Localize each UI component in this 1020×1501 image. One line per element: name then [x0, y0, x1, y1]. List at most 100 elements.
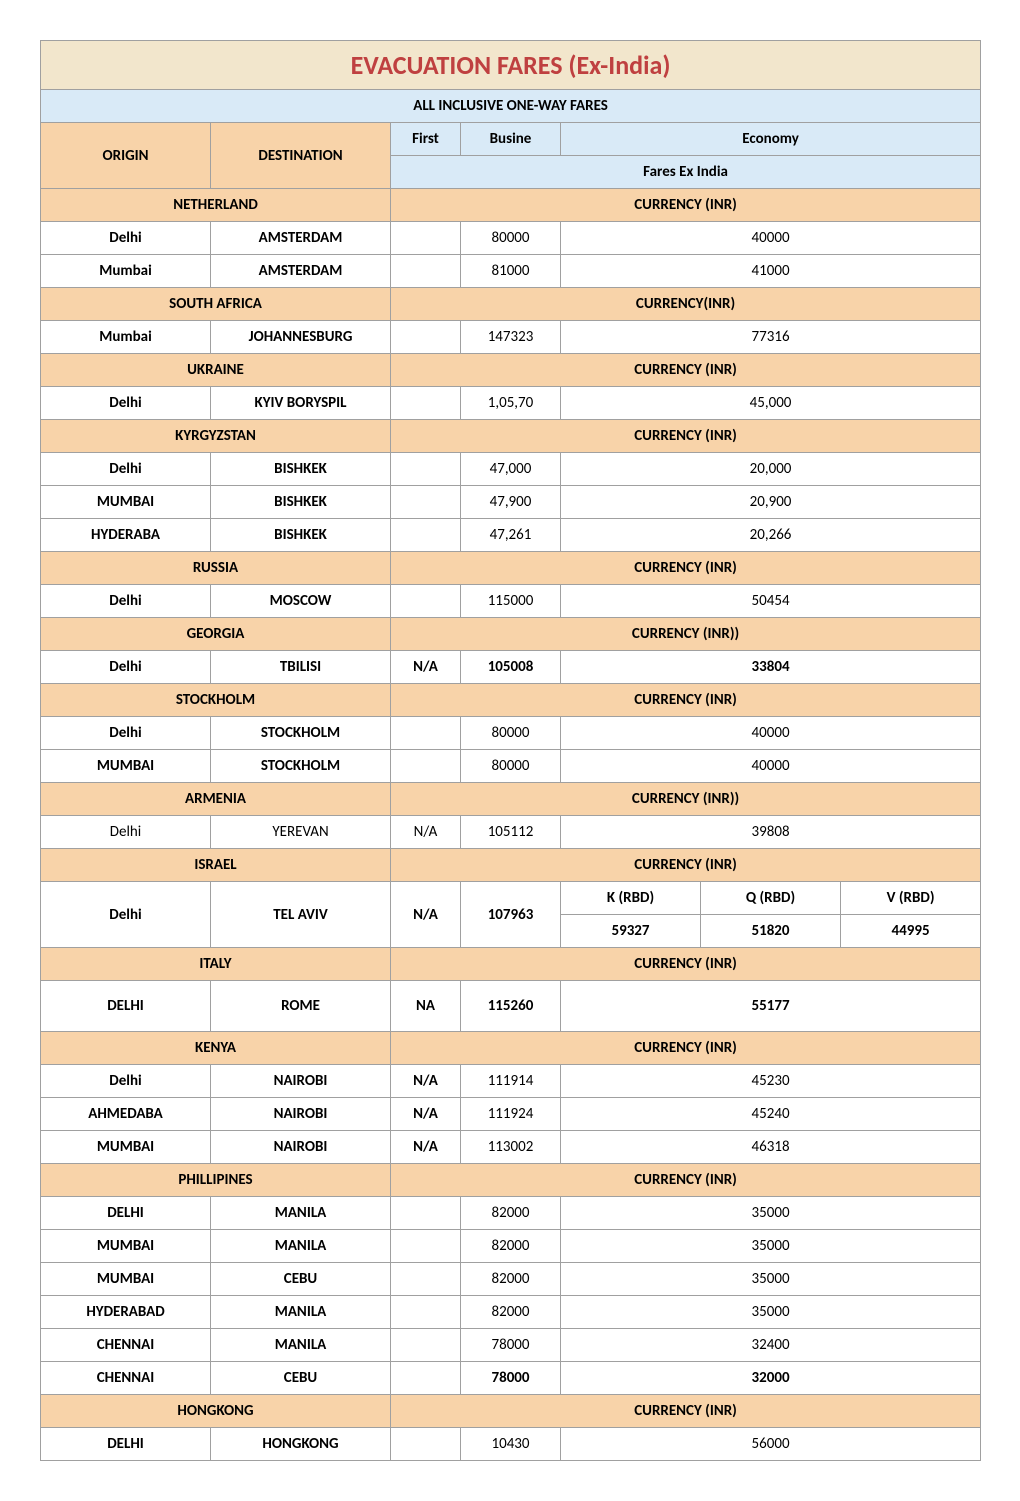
economy-cell: 33804	[561, 651, 981, 684]
currency-label: CURRENCY (INR)	[391, 849, 981, 882]
origin-cell: CHENNAI	[41, 1329, 211, 1362]
currency-label: CURRENCY (INR))	[391, 783, 981, 816]
destination-cell: TBILISI	[211, 651, 391, 684]
economy-cell: 35000	[561, 1230, 981, 1263]
business-cell: 80000	[461, 222, 561, 255]
header-fares-ex-india: Fares Ex India	[391, 156, 981, 189]
origin-cell: MUMBAI	[41, 1230, 211, 1263]
destination-cell: MANILA	[211, 1329, 391, 1362]
business-cell: 81000	[461, 255, 561, 288]
economy-cell: 56000	[561, 1428, 981, 1461]
country-name: KENYA	[41, 1032, 391, 1065]
table-title: EVACUATION FARES (Ex-India)	[41, 41, 981, 90]
destination-cell: BISHKEK	[211, 519, 391, 552]
business-cell: 113002	[461, 1131, 561, 1164]
rbd-q-header: Q (RBD)	[701, 882, 841, 915]
currency-label: CURRENCY (INR)	[391, 189, 981, 222]
business-cell: 111924	[461, 1098, 561, 1131]
economy-cell: 39808	[561, 816, 981, 849]
currency-label: CURRENCY(INR)	[391, 288, 981, 321]
destination-cell: BISHKEK	[211, 486, 391, 519]
economy-cell: 55177	[561, 981, 981, 1032]
first-cell	[391, 519, 461, 552]
business-cell: 147323	[461, 321, 561, 354]
origin-cell: Delhi	[41, 585, 211, 618]
country-name: STOCKHOLM	[41, 684, 391, 717]
destination-cell: STOCKHOLM	[211, 717, 391, 750]
currency-label: CURRENCY (INR)	[391, 948, 981, 981]
first-cell: N/A	[391, 1131, 461, 1164]
business-cell: 78000	[461, 1329, 561, 1362]
first-cell	[391, 1263, 461, 1296]
destination-cell: KYIV BORYSPIL	[211, 387, 391, 420]
economy-cell: 45240	[561, 1098, 981, 1131]
first-cell	[391, 255, 461, 288]
destination-cell: CEBU	[211, 1362, 391, 1395]
origin-cell: Delhi	[41, 882, 211, 948]
business-cell: 111914	[461, 1065, 561, 1098]
origin-cell: MUMBAI	[41, 1131, 211, 1164]
origin-cell: Delhi	[41, 453, 211, 486]
economy-cell: 35000	[561, 1197, 981, 1230]
first-cell: N/A	[391, 816, 461, 849]
destination-cell: NAIROBI	[211, 1131, 391, 1164]
economy-cell: 32400	[561, 1329, 981, 1362]
destination-cell: TEL AVIV	[211, 882, 391, 948]
first-cell	[391, 222, 461, 255]
header-economy: Economy	[561, 123, 981, 156]
first-cell: NA	[391, 981, 461, 1032]
first-cell: N/A	[391, 882, 461, 948]
origin-cell: HYDERABA	[41, 519, 211, 552]
destination-cell: AMSTERDAM	[211, 255, 391, 288]
business-cell: 115260	[461, 981, 561, 1032]
currency-label: CURRENCY (INR)	[391, 552, 981, 585]
currency-label: CURRENCY (INR)	[391, 354, 981, 387]
destination-cell: AMSTERDAM	[211, 222, 391, 255]
destination-cell: MANILA	[211, 1230, 391, 1263]
business-cell: 1,05,70	[461, 387, 561, 420]
currency-label: CURRENCY (INR)	[391, 1164, 981, 1197]
business-cell: 10430	[461, 1428, 561, 1461]
business-cell: 82000	[461, 1197, 561, 1230]
business-cell: 105008	[461, 651, 561, 684]
origin-cell: Delhi	[41, 816, 211, 849]
economy-cell: 32000	[561, 1362, 981, 1395]
business-cell: 80000	[461, 750, 561, 783]
currency-label: CURRENCY (INR)	[391, 1395, 981, 1428]
first-cell	[391, 486, 461, 519]
business-cell: 82000	[461, 1263, 561, 1296]
origin-cell: Delhi	[41, 1065, 211, 1098]
first-cell: N/A	[391, 1065, 461, 1098]
economy-cell: 20,900	[561, 486, 981, 519]
origin-cell: HYDERABAD	[41, 1296, 211, 1329]
first-cell	[391, 1197, 461, 1230]
first-cell	[391, 321, 461, 354]
economy-cell: 41000	[561, 255, 981, 288]
currency-label: CURRENCY (INR)	[391, 420, 981, 453]
first-cell	[391, 1428, 461, 1461]
destination-cell: NAIROBI	[211, 1065, 391, 1098]
origin-cell: Delhi	[41, 222, 211, 255]
origin-cell: Delhi	[41, 387, 211, 420]
destination-cell: MOSCOW	[211, 585, 391, 618]
header-destination: DESTINATION	[211, 123, 391, 189]
country-name: ISRAEL	[41, 849, 391, 882]
destination-cell: MANILA	[211, 1197, 391, 1230]
rbd-k-header: K (RBD)	[561, 882, 701, 915]
header-business: Busine	[461, 123, 561, 156]
fares-table: EVACUATION FARES (Ex-India)ALL INCLUSIVE…	[40, 40, 981, 1461]
first-cell	[391, 453, 461, 486]
country-name: KYRGYZSTAN	[41, 420, 391, 453]
country-name: PHILLIPINES	[41, 1164, 391, 1197]
economy-cell: 20,000	[561, 453, 981, 486]
rbd-q-value: 51820	[701, 915, 841, 948]
first-cell	[391, 1230, 461, 1263]
business-cell: 47,261	[461, 519, 561, 552]
economy-cell: 20,266	[561, 519, 981, 552]
first-cell	[391, 1329, 461, 1362]
currency-label: CURRENCY (INR)	[391, 684, 981, 717]
origin-cell: MUMBAI	[41, 1263, 211, 1296]
origin-cell: Mumbai	[41, 321, 211, 354]
economy-cell: 77316	[561, 321, 981, 354]
origin-cell: AHMEDABA	[41, 1098, 211, 1131]
